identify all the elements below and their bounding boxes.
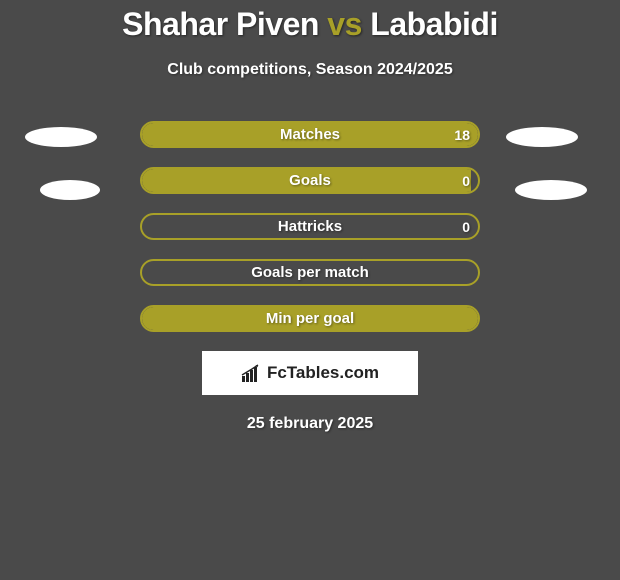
date-line: 25 february 2025 bbox=[0, 415, 620, 433]
bar-fill bbox=[142, 123, 478, 146]
player1-name: Shahar Piven bbox=[122, 6, 319, 42]
side-ellipse bbox=[25, 127, 97, 147]
stat-row-hattricks: Hattricks 0 bbox=[0, 213, 620, 240]
bar-track bbox=[140, 213, 480, 240]
bar-fill bbox=[142, 307, 478, 330]
stats-chart: Matches 18 Goals 0 Hattricks 0 Goals per… bbox=[0, 121, 620, 332]
player2-name: Lababidi bbox=[370, 6, 498, 42]
side-ellipse bbox=[40, 180, 100, 200]
side-ellipse bbox=[506, 127, 578, 147]
bar-track bbox=[140, 167, 480, 194]
brand-text: FcTables.com bbox=[267, 363, 379, 383]
bar-track bbox=[140, 259, 480, 286]
comparison-title: Shahar Piven vs Lababidi bbox=[0, 0, 620, 43]
bar-track bbox=[140, 121, 480, 148]
stat-row-goals-per-match: Goals per match bbox=[0, 259, 620, 286]
brand-box: FcTables.com bbox=[202, 351, 418, 395]
bar-chart-icon bbox=[241, 364, 263, 382]
stat-row-min-per-goal: Min per goal bbox=[0, 305, 620, 332]
side-ellipse bbox=[515, 180, 587, 200]
vs-separator: vs bbox=[327, 6, 362, 42]
subtitle: Club competitions, Season 2024/2025 bbox=[0, 61, 620, 79]
brand-inner: FcTables.com bbox=[241, 363, 379, 383]
bar-track bbox=[140, 305, 480, 332]
bar-fill bbox=[142, 169, 471, 192]
